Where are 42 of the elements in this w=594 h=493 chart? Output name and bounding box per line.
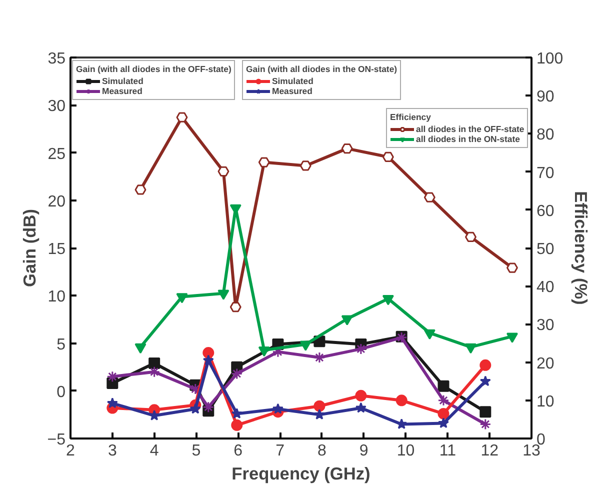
text: Gain (with all diodes in the OFF-state) — [76, 64, 232, 74]
x-tick-label: 12 — [480, 442, 499, 460]
legend-label: all diodes in the ON-state — [416, 134, 520, 144]
y-axis-title: Gain (dB) — [19, 209, 40, 287]
x-tick-label: 7 — [276, 442, 285, 460]
legend-label: Simulated — [102, 76, 144, 86]
y-tick-label: 20 — [48, 193, 66, 210]
y-tick-label: 35 — [48, 50, 66, 68]
x-tick-label: 4 — [150, 442, 159, 460]
legend-label: all diodes in the OFF-state — [416, 124, 524, 134]
y-tick-label: 0 — [56, 384, 66, 401]
y-tick-label: 25 — [48, 146, 66, 163]
y2-tick-label: 70 — [536, 164, 554, 182]
y-tick-label: 5 — [56, 336, 66, 354]
y-tick-label: 15 — [48, 241, 66, 258]
legend-label: Measured — [102, 86, 142, 96]
y2-tick-label: 20 — [536, 355, 554, 372]
y-tick-label: −5 — [47, 432, 66, 448]
y-tick-label: 30 — [48, 98, 66, 116]
y2-tick-label: 40 — [536, 279, 554, 296]
y2-tick-label: 60 — [536, 202, 554, 220]
legend-label: Measured — [272, 86, 312, 96]
x-tick-label: 5 — [192, 442, 201, 460]
y2-tick-label: 10 — [536, 393, 554, 410]
y2-tick-label: 50 — [536, 241, 554, 258]
x-tick-label: 6 — [234, 442, 243, 460]
text: Efficiency — [390, 112, 431, 122]
y2-tick-label: 80 — [536, 126, 554, 144]
y-tick-label: 10 — [48, 288, 66, 306]
y2-tick-label: 90 — [536, 88, 554, 106]
x-tick-label: 10 — [396, 442, 415, 460]
x-tick-label: 8 — [318, 442, 327, 460]
x-tick-label: 11 — [439, 442, 456, 460]
x-tick-label: 3 — [108, 442, 117, 460]
x-tick-label: 9 — [359, 442, 368, 460]
legend-label: Simulated — [272, 76, 314, 86]
x-axis-title: Frequency (GHz) — [232, 464, 370, 484]
y2-axis-title: Efficiency (%) — [571, 191, 592, 305]
y2-tick-label: 30 — [536, 317, 554, 334]
text: Gain (with all diodes in the ON-state) — [246, 64, 398, 74]
x-tick-label: 2 — [66, 442, 76, 460]
y2-tick-label: 100 — [536, 50, 564, 68]
